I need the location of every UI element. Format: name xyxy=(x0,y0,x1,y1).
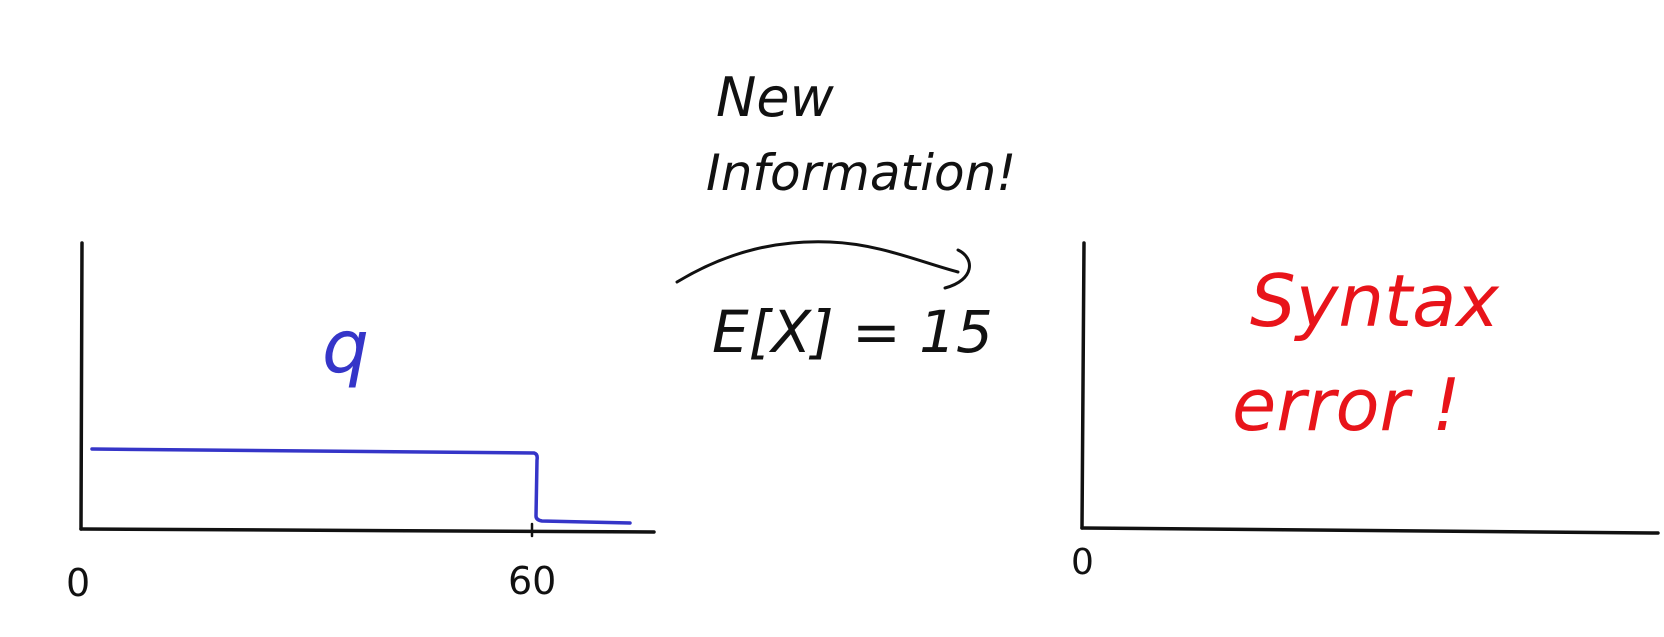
annotation-line-2: Information! xyxy=(706,144,1016,202)
left-plot-x-tick-0: 0 xyxy=(66,561,90,605)
transition-annotation: New Information! E[X] = 15 xyxy=(675,66,1016,366)
left-plot-x-axis xyxy=(79,527,656,534)
syntax-error-line-1: Syntax xyxy=(1250,259,1500,343)
annotation-line-1: New xyxy=(716,66,835,129)
transition-arrow-head xyxy=(943,248,971,290)
right-plot: 0 Syntax error ! xyxy=(1071,241,1660,583)
right-plot-x-tick-0: 0 xyxy=(1071,542,1094,583)
left-plot-y-axis xyxy=(79,241,84,531)
left-plot-distribution-label: q xyxy=(322,304,369,390)
syntax-error-line-2: error ! xyxy=(1232,363,1461,447)
right-plot-x-axis xyxy=(1080,526,1660,535)
constraint-formula: E[X] = 15 xyxy=(712,298,993,366)
left-plot: q 0 60 xyxy=(66,241,656,605)
right-plot-y-axis xyxy=(1080,241,1086,530)
left-plot-x-tick-60: 60 xyxy=(508,559,556,603)
transition-arrow xyxy=(675,240,960,284)
left-plot-density-curve xyxy=(90,447,632,525)
